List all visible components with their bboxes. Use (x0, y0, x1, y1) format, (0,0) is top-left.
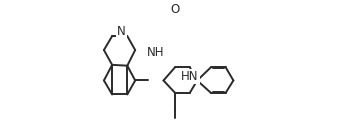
Text: N: N (117, 25, 126, 38)
Text: HN: HN (181, 70, 198, 83)
Text: O: O (170, 3, 180, 16)
Text: NH: NH (147, 46, 165, 59)
